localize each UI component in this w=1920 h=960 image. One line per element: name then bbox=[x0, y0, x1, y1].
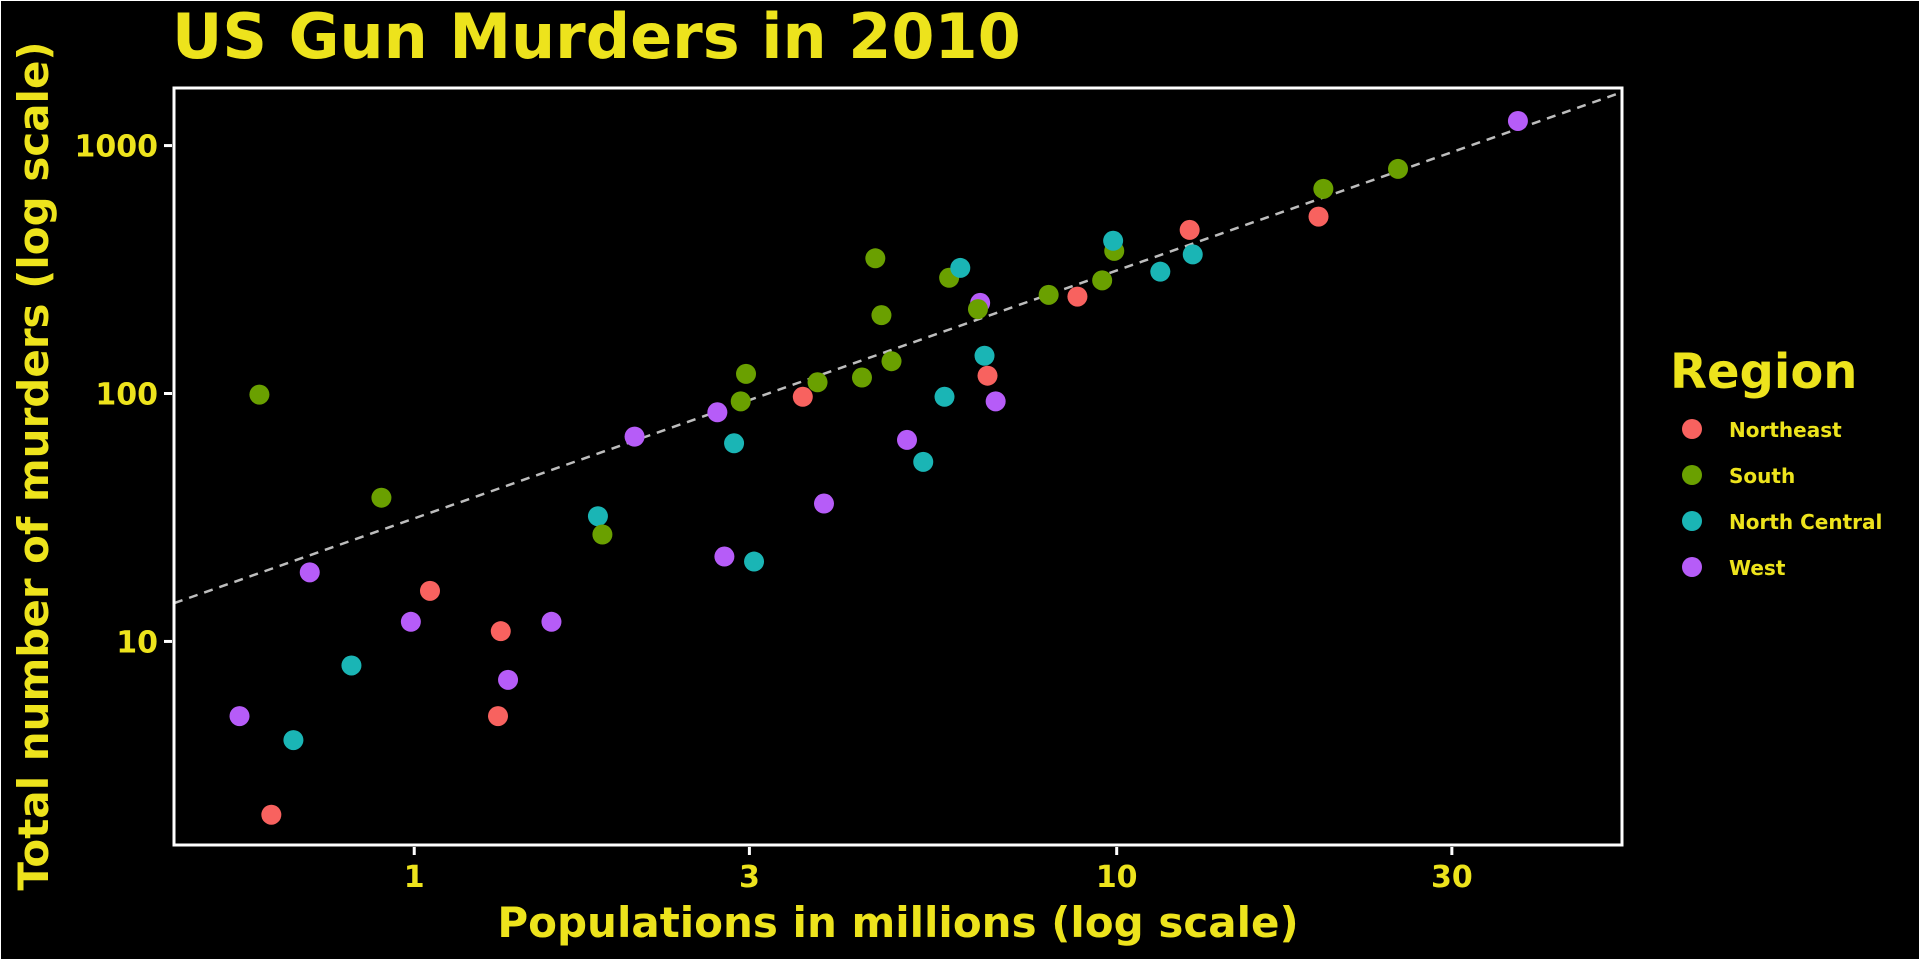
plot-panel-border bbox=[172, 86, 1624, 847]
data-point bbox=[714, 546, 735, 567]
legend-label: West bbox=[1729, 556, 1786, 580]
data-point bbox=[1179, 219, 1200, 240]
legend-label: South bbox=[1729, 464, 1795, 488]
data-point bbox=[400, 611, 421, 632]
legend: Region Northeast South North Central West bbox=[1670, 344, 1882, 580]
x-axis-title: Populations in millions (log scale) bbox=[497, 898, 1298, 947]
data-point bbox=[871, 305, 892, 326]
x-tick-label: 30 bbox=[1431, 860, 1473, 895]
data-point bbox=[896, 429, 917, 450]
data-point bbox=[913, 451, 934, 472]
data-point bbox=[490, 621, 511, 642]
data-point bbox=[283, 730, 304, 751]
data-point bbox=[1092, 270, 1113, 291]
data-point bbox=[299, 562, 320, 583]
data-point bbox=[592, 524, 613, 545]
data-point bbox=[1313, 178, 1334, 199]
legend-label: North Central bbox=[1729, 510, 1882, 534]
legend-title: Region bbox=[1670, 344, 1857, 400]
legend-key-northeast bbox=[1682, 419, 1702, 439]
y-tick-label: 10 bbox=[116, 625, 158, 660]
data-point bbox=[881, 351, 902, 372]
data-point bbox=[1067, 286, 1088, 307]
data-point bbox=[1388, 158, 1409, 179]
data-point bbox=[1308, 206, 1329, 227]
data-point bbox=[851, 367, 872, 388]
data-point bbox=[1507, 110, 1528, 131]
y-axis-title: Total number of murders (log scale) bbox=[9, 41, 58, 890]
data-point bbox=[587, 506, 608, 527]
data-point bbox=[736, 363, 757, 384]
data-point bbox=[865, 248, 886, 269]
data-point bbox=[341, 655, 362, 676]
data-point bbox=[498, 669, 519, 690]
data-point bbox=[977, 365, 998, 386]
data-point bbox=[1182, 244, 1203, 265]
x-tick-label: 3 bbox=[739, 860, 760, 895]
data-point bbox=[541, 611, 562, 632]
data-point bbox=[724, 433, 745, 454]
data-point bbox=[229, 706, 250, 727]
data-point bbox=[792, 386, 813, 407]
data-point bbox=[488, 706, 509, 727]
data-point bbox=[934, 386, 955, 407]
data-point bbox=[249, 384, 270, 405]
chart-title: US Gun Murders in 2010 bbox=[172, 0, 1021, 73]
data-point bbox=[744, 551, 765, 572]
x-tick-label: 10 bbox=[1096, 860, 1138, 895]
x-tick-label: 1 bbox=[404, 860, 425, 895]
data-point bbox=[813, 493, 834, 514]
data-point bbox=[1150, 261, 1171, 282]
data-point bbox=[624, 426, 645, 447]
data-point bbox=[419, 580, 440, 601]
data-point bbox=[807, 372, 828, 393]
legend-key-south bbox=[1682, 465, 1702, 485]
legend-key-west bbox=[1682, 557, 1702, 577]
y-tick-label: 1000 bbox=[75, 130, 159, 165]
y-tick-label: 100 bbox=[95, 378, 158, 413]
data-point bbox=[1038, 284, 1059, 305]
data-point bbox=[371, 487, 392, 508]
legend-label: Northeast bbox=[1729, 418, 1842, 442]
data-point bbox=[967, 299, 988, 320]
data-point bbox=[950, 257, 971, 278]
data-point bbox=[261, 804, 282, 825]
data-point bbox=[707, 402, 728, 423]
data-point bbox=[974, 345, 995, 366]
data-point bbox=[985, 391, 1006, 412]
legend-key-north-central bbox=[1682, 511, 1702, 531]
data-point bbox=[1103, 230, 1124, 251]
data-point bbox=[730, 391, 751, 412]
